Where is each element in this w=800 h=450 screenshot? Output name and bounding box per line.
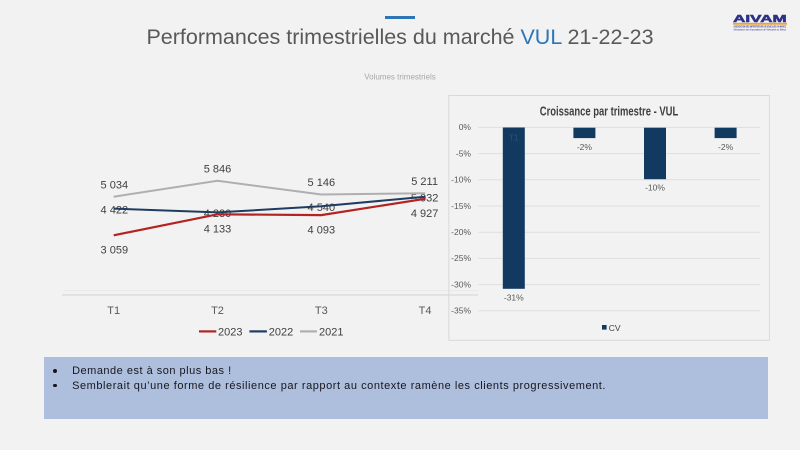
- svg-text:-2%: -2%: [577, 142, 593, 152]
- svg-text:-10%: -10%: [451, 175, 471, 185]
- svg-text:Volumes trimestriels: Volumes trimestriels: [364, 72, 436, 81]
- svg-text:-15%: -15%: [451, 201, 471, 211]
- svg-text:2023: 2023: [218, 326, 242, 338]
- svg-text:2022: 2022: [269, 326, 293, 338]
- svg-text:T2: T2: [211, 305, 224, 317]
- svg-text:0%: 0%: [459, 122, 472, 132]
- svg-text:T1: T1: [107, 305, 120, 317]
- svg-text:-30%: -30%: [451, 279, 471, 289]
- svg-text:4 133: 4 133: [204, 224, 232, 236]
- svg-text:-25%: -25%: [451, 253, 471, 263]
- svg-text:CV: CV: [609, 323, 621, 333]
- svg-text:-5%: -5%: [456, 148, 472, 158]
- svg-text:4 540: 4 540: [308, 202, 336, 214]
- svg-text:5 846: 5 846: [204, 163, 232, 175]
- svg-text:Association des Importateurs d: Association des Importateurs de Vehicule…: [734, 27, 787, 31]
- svg-text:ASSOCIATION DES IMPORTATEURS D: ASSOCIATION DES IMPORTATEURS DE VEHICULE…: [734, 25, 787, 29]
- svg-text:Croissance par trimestre - VUL: Croissance par trimestre - VUL: [540, 104, 679, 118]
- svg-text:4 422: 4 422: [101, 204, 129, 216]
- svg-text:-35%: -35%: [451, 306, 471, 316]
- svg-text:5 211: 5 211: [411, 176, 438, 188]
- svg-text:-20%: -20%: [451, 227, 471, 237]
- svg-text:2021: 2021: [319, 326, 343, 338]
- svg-text:4 927: 4 927: [411, 208, 439, 220]
- svg-text:T3: T3: [315, 305, 328, 317]
- svg-text:5 034: 5 034: [101, 179, 129, 191]
- svg-text:T1: T1: [509, 133, 519, 143]
- svg-text:AIVAM: AIVAM: [733, 14, 786, 25]
- svg-text:5 146: 5 146: [308, 177, 336, 189]
- svg-text:-2%: -2%: [718, 142, 734, 152]
- svg-text:-31%: -31%: [504, 293, 524, 303]
- svg-text:3 059: 3 059: [101, 245, 129, 257]
- svg-text:-10%: -10%: [645, 182, 665, 192]
- svg-text:T4: T4: [419, 305, 432, 317]
- svg-text:4 093: 4 093: [308, 224, 336, 236]
